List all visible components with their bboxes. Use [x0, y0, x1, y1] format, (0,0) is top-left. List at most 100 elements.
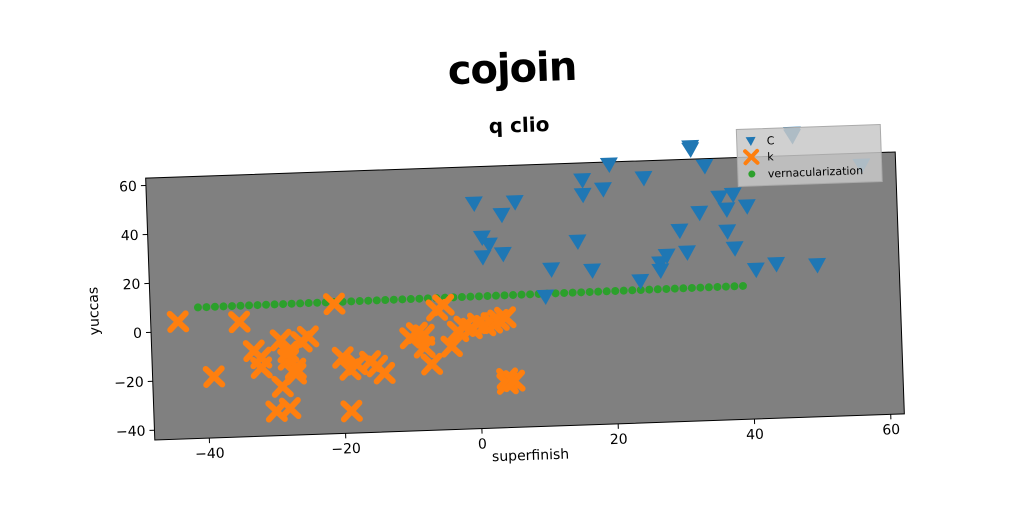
point-vernacularization: [193, 303, 202, 312]
legend-label-vernacularization: vernacularization: [768, 164, 864, 180]
point-vernacularization: [611, 286, 620, 295]
point-vernacularization: [245, 301, 254, 310]
point-vernacularization: [474, 292, 483, 301]
point-k: [269, 328, 293, 352]
point-vernacularization: [577, 288, 586, 297]
point-k: [331, 346, 355, 369]
point-k: [166, 310, 190, 333]
legend-marker-c: [745, 136, 756, 147]
point-vernacularization: [364, 296, 373, 305]
axes: −40 −20 0 20 40 60 −40 −20 0 20 40 60: [114, 179, 900, 463]
point-c: [670, 223, 689, 240]
point-c: [746, 262, 765, 279]
y-tick-label: 20: [122, 277, 140, 294]
point-c: [631, 273, 650, 290]
point-vernacularization: [398, 295, 407, 304]
point-c: [690, 205, 709, 222]
point-vernacularization: [253, 301, 262, 310]
point-c: [473, 249, 492, 266]
point-vernacularization: [517, 290, 526, 299]
point-c: [492, 207, 511, 224]
point-vernacularization: [730, 282, 739, 291]
point-vernacularization: [304, 299, 313, 308]
point-vernacularization: [202, 303, 211, 312]
point-k: [340, 399, 363, 423]
point-c: [479, 237, 498, 254]
point-vernacularization: [619, 286, 628, 295]
point-c: [493, 246, 512, 263]
legend: C k vernacularization: [735, 123, 883, 188]
x-tick-label: 40: [746, 427, 764, 444]
point-vernacularization: [296, 299, 305, 308]
point-c: [583, 263, 602, 279]
point-vernacularization: [526, 290, 535, 299]
point-c: [573, 187, 592, 204]
point-k: [412, 323, 436, 347]
point-c: [808, 257, 827, 274]
y-tick-label: 0: [133, 326, 142, 342]
point-k: [250, 356, 273, 379]
point-vernacularization: [704, 283, 713, 292]
legend-marker-k: [743, 148, 760, 166]
point-vernacularization: [210, 302, 219, 311]
point-vernacularization: [509, 291, 518, 300]
point-vernacularization: [653, 285, 662, 294]
point-k: [228, 310, 251, 334]
x-tick-label: −20: [331, 441, 361, 458]
point-vernacularization: [347, 297, 356, 306]
point-vernacularization: [415, 294, 424, 303]
point-k: [278, 397, 302, 420]
point-k: [284, 362, 308, 386]
point-vernacularization: [636, 285, 645, 294]
point-c: [725, 241, 744, 257]
y-tick-label: −40: [116, 424, 146, 441]
point-c: [767, 256, 786, 273]
data-marks: [166, 126, 871, 423]
point-vernacularization: [628, 286, 637, 295]
point-c: [599, 157, 618, 173]
x-tick-label: 0: [478, 436, 487, 452]
point-c: [710, 190, 729, 206]
point-vernacularization: [670, 284, 679, 293]
point-k: [202, 365, 226, 388]
point-vernacularization: [738, 281, 747, 290]
x-tick-label: −40: [195, 446, 225, 463]
legend-label-k: k: [767, 150, 774, 163]
point-vernacularization: [279, 300, 288, 309]
point-c: [717, 202, 736, 218]
point-vernacularization: [491, 291, 500, 300]
point-c: [718, 224, 737, 240]
x-tick-label: 60: [882, 422, 900, 439]
point-c: [634, 170, 653, 187]
point-k: [284, 357, 307, 381]
point-k: [373, 361, 396, 385]
point-c: [657, 248, 676, 265]
point-vernacularization: [457, 293, 466, 302]
point-vernacularization: [560, 288, 569, 297]
point-c: [542, 262, 561, 278]
point-c: [573, 173, 592, 189]
y-tick-label: 40: [121, 228, 139, 245]
point-c: [723, 187, 742, 203]
point-vernacularization: [568, 288, 577, 297]
point-vernacularization: [406, 295, 415, 304]
point-vernacularization: [483, 292, 492, 301]
point-vernacularization: [594, 287, 603, 296]
point-vernacularization: [721, 282, 730, 291]
point-c: [536, 289, 555, 306]
y-axis-label: yuccas: [85, 287, 103, 336]
point-vernacularization: [313, 298, 322, 307]
point-c: [681, 142, 700, 158]
point-vernacularization: [696, 283, 705, 292]
y-tick-label: 60: [119, 179, 137, 196]
point-vernacularization: [287, 299, 296, 308]
point-c: [737, 199, 756, 215]
point-c: [593, 182, 612, 198]
point-k: [494, 306, 517, 329]
point-k: [322, 292, 346, 316]
point-k: [440, 335, 463, 358]
x-axis-label: superfinish: [492, 447, 570, 466]
point-c: [505, 194, 524, 211]
point-c: [568, 234, 587, 251]
